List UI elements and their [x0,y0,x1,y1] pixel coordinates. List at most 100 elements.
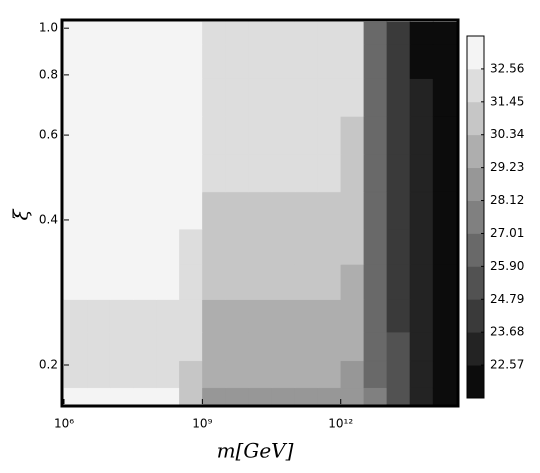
contour-cell [271,299,296,333]
contour-cell [363,154,388,193]
contour-cell [86,78,111,117]
colorbar-tick-label: 32.56 [490,61,524,75]
contour-cell [225,43,250,79]
x-tick-label: 10⁹ [192,417,212,431]
contour-cell [294,360,319,389]
contour-cell [432,115,457,155]
contour-cell [363,360,388,389]
contour-cell [179,331,204,362]
contour-cell [340,115,365,155]
colorbar-band [467,266,484,300]
contour-cell [294,299,319,333]
contour-cell [248,21,273,45]
contour-cell [317,263,342,300]
contour-cell [409,360,434,389]
contour-cell [409,228,434,265]
contour-cell [86,115,111,155]
contour-cell [271,228,296,265]
contour-cell [133,43,157,79]
contour-cell [156,78,180,117]
contour-cell [248,228,273,265]
contour-cell [340,360,365,389]
contour-cell [202,228,227,265]
contour-cell [409,331,434,362]
contour-cell [271,21,296,45]
colorbar-band [467,167,484,201]
contour-cell [432,228,457,265]
contour-cell [156,21,180,45]
contour-cell [109,191,134,230]
contour-cell [109,263,134,300]
contour-cell [340,191,365,230]
contour-cell [63,43,88,79]
contour-cell [294,191,319,230]
contour-cell [133,154,157,193]
colorbar-band [467,36,484,70]
contour-cell [225,299,250,333]
contour-cell [363,299,388,333]
contour-cell [156,331,180,362]
contour-cell [156,228,180,265]
contour-cell [363,115,388,155]
colorbar-tick-label: 22.57 [490,358,524,372]
contour-cell [294,387,319,405]
colorbar-tick-label: 29.23 [490,160,524,174]
contour-cell [271,115,296,155]
contour-cell [432,191,457,230]
contour-cell [317,360,342,389]
contour-cell [202,191,227,230]
contour-cell [386,331,411,362]
colorbar-tick-label: 28.12 [490,193,524,207]
colorbar-band [467,101,484,136]
contour-cell [363,263,388,300]
contour-cell [271,78,296,117]
y-tick-label: 0.6 [39,128,58,142]
contour-cell [225,191,250,230]
contour-cell [202,115,227,155]
contour-cell [386,299,411,333]
contour-cell [86,154,111,193]
contour-cell [271,43,296,79]
contour-cell [63,191,88,230]
contour-cell [248,299,273,333]
contour-cell [86,191,111,230]
contour-cell [179,387,204,405]
contour-cell [156,43,180,79]
contour-cell [225,360,250,389]
contour-cell [133,228,157,265]
contour-cell [63,154,88,193]
contour-cell [386,228,411,265]
colorbar-tick-label: 30.34 [490,127,524,141]
contour-cell [432,299,457,333]
contour-cell [294,154,319,193]
colorbar-band [467,134,484,169]
contour-cell [432,360,457,389]
contour-cell [294,263,319,300]
y-axis-label: ξ [9,209,33,221]
contour-cell [409,191,434,230]
contour-cell [86,228,111,265]
contour-cell [179,154,204,193]
contour-cell [294,43,319,79]
contour-cell [248,387,273,405]
contour-cell [109,360,134,389]
contour-cell [202,263,227,300]
contour-cell [86,360,111,389]
contour-cell [317,115,342,155]
contour-cell [225,228,250,265]
contour-cell [386,191,411,230]
contour-cell [248,191,273,230]
contour-cell [432,263,457,300]
contour-cell [109,43,134,79]
contour-cell [109,331,134,362]
contour-cell [248,78,273,117]
contour-cell [202,360,227,389]
contour-cell [340,21,365,45]
colorbar-tick-label: 23.68 [490,325,524,339]
contour-cell [248,331,273,362]
contour-cell [133,387,157,405]
contour-cell [202,43,227,79]
contour-cell [432,43,457,79]
contour-cell [109,115,134,155]
contour-cell [225,331,250,362]
